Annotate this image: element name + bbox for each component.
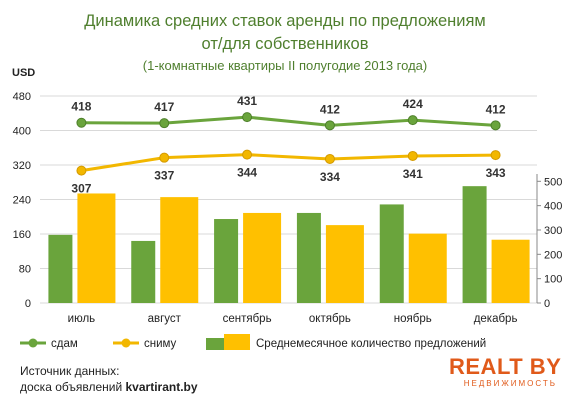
data-label: 418 (71, 100, 91, 114)
series-line (81, 115, 496, 127)
x-tick-label: июль (68, 313, 96, 325)
series-point (490, 150, 501, 161)
series-point (242, 112, 253, 123)
legend-swatch-bar (224, 334, 250, 350)
left-tick-label: 320 (13, 160, 31, 172)
source-label: Источник данных: (20, 364, 120, 378)
data-label: 431 (237, 94, 257, 108)
bar (77, 193, 116, 303)
data-label: 343 (486, 166, 506, 180)
chart-title-line1: Динамика средних ставок аренды по предло… (84, 12, 486, 30)
left-tick-label: 400 (13, 126, 31, 138)
data-label: 344 (237, 166, 257, 180)
series-point (159, 152, 170, 163)
realt-logo: REALT BY НЕДВИЖИМОСТЬ (449, 354, 562, 397)
x-tick-label: сентябрь (223, 313, 272, 325)
bar (214, 219, 239, 303)
right-tick-label: 0 (544, 298, 550, 310)
legend-label: Среднемесячное количество предложений (256, 338, 486, 350)
data-label: 337 (154, 169, 174, 183)
legend-swatch-marker (121, 338, 131, 348)
data-label: 307 (71, 182, 91, 196)
series-point (159, 118, 170, 129)
legend-label: сдам (51, 338, 78, 350)
bar (48, 234, 73, 303)
right-tick-label: 300 (544, 225, 562, 237)
legend-swatch-bar (206, 338, 224, 350)
series-point (324, 120, 335, 131)
bar (131, 240, 156, 303)
series-point (407, 115, 418, 126)
left-tick-label: 80 (19, 264, 31, 276)
bar (325, 225, 364, 303)
data-label: 412 (320, 102, 340, 116)
source-site: kvartirant.by (125, 380, 198, 394)
right-tick-label: 400 (544, 201, 562, 213)
chart-subtitle: (1-комнатные квартиры II полугодие 2013 … (142, 58, 428, 73)
series-point (76, 117, 87, 128)
series-line (81, 153, 496, 173)
right-tick-label: 100 (544, 274, 562, 286)
left-axis-label: USD (12, 67, 35, 79)
bar (296, 212, 321, 303)
chart-title-line2: от/для собственников (201, 35, 369, 53)
left-tick-label: 0 (25, 298, 31, 310)
bar (491, 239, 530, 303)
x-tick-label: ноябрь (394, 313, 432, 325)
x-tick-label: август (148, 313, 182, 325)
bar (379, 204, 404, 303)
data-label: 412 (486, 102, 506, 116)
x-tick-label: декабрь (474, 313, 518, 325)
source-prefix: доска объявлений (20, 380, 123, 394)
series-point (76, 165, 87, 176)
left-tick-label: 240 (13, 195, 31, 207)
data-label: 417 (154, 100, 174, 114)
data-label: 334 (320, 170, 340, 184)
data-label: 424 (403, 97, 423, 111)
legend-label: сниму (144, 338, 177, 350)
logo-subtext: НЕДВИЖИМОСТЬ (463, 379, 557, 388)
left-tick-label: 480 (13, 91, 31, 103)
logo-text: REALT BY (449, 354, 562, 379)
bar (243, 212, 282, 303)
legend-swatch-marker (28, 338, 38, 348)
series-point (324, 153, 335, 164)
left-tick-label: 160 (13, 229, 31, 241)
x-tick-label: октябрь (309, 313, 351, 325)
series-point (490, 120, 501, 131)
data-label: 341 (403, 167, 423, 181)
source-text: доска объявлений kvartirant.by (20, 380, 198, 394)
bar (408, 233, 447, 303)
right-tick-label: 500 (544, 176, 562, 188)
bar (160, 197, 199, 303)
series-point (407, 150, 418, 161)
right-tick-label: 200 (544, 249, 562, 261)
series-point (242, 149, 253, 160)
bar (462, 186, 487, 303)
